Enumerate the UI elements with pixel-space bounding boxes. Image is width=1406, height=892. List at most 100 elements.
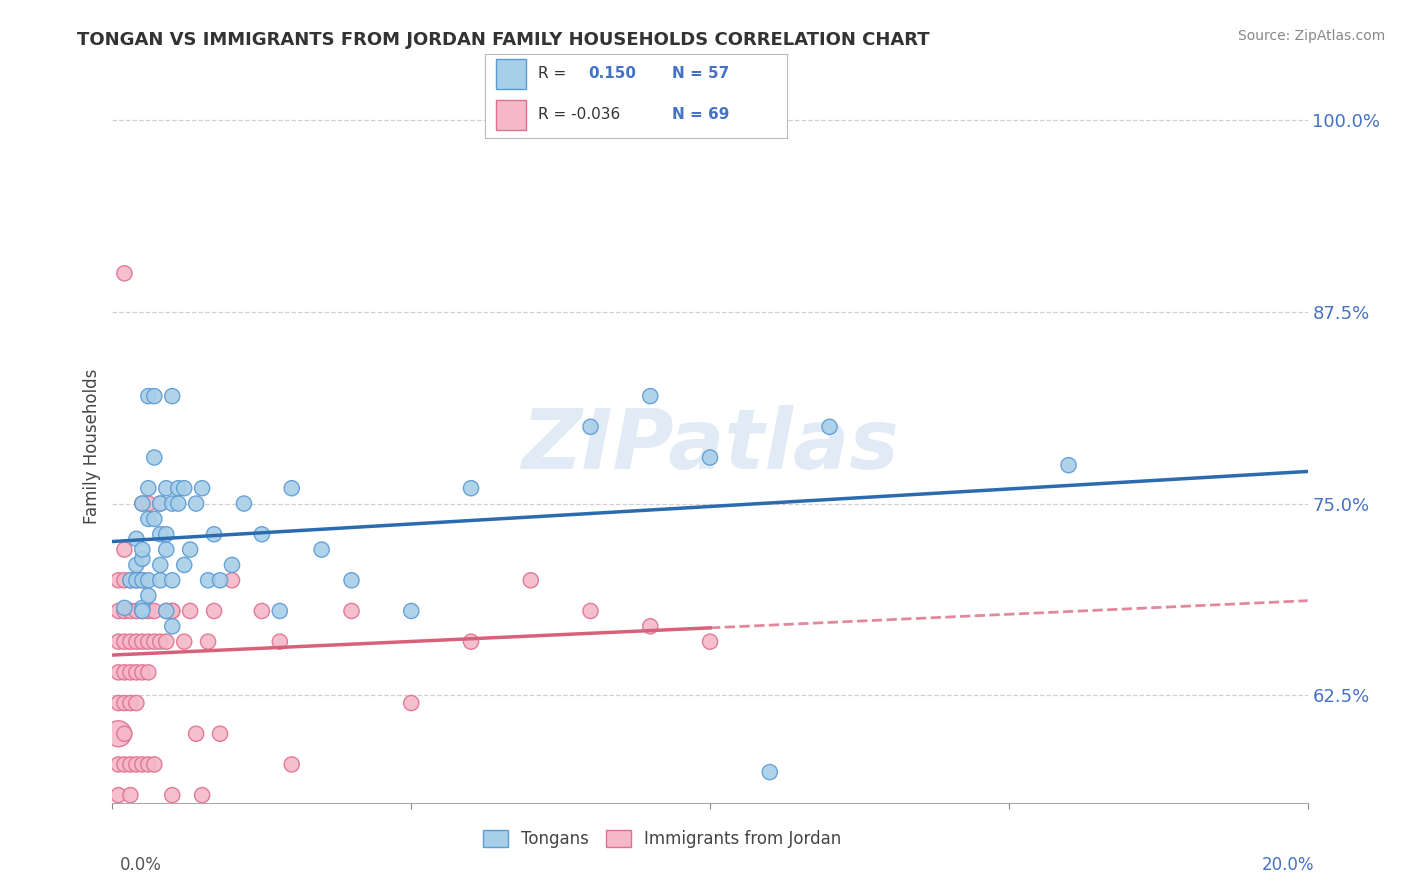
Point <box>250 527 273 541</box>
Point <box>162 574 183 588</box>
Point <box>114 665 135 680</box>
Point <box>143 757 166 772</box>
Point <box>125 604 148 618</box>
Point <box>162 619 183 633</box>
Text: ZIPatlas: ZIPatlas <box>522 406 898 486</box>
Point <box>138 497 160 511</box>
Point <box>186 727 208 741</box>
Text: 20.0%: 20.0% <box>1263 856 1315 874</box>
Point <box>120 634 142 648</box>
Point <box>120 757 142 772</box>
Point <box>125 532 148 546</box>
Point <box>640 389 662 403</box>
Point <box>699 450 721 465</box>
Point <box>114 634 135 648</box>
Point <box>125 634 148 648</box>
Point <box>114 757 135 772</box>
Point <box>149 497 172 511</box>
Point <box>114 727 135 741</box>
Point <box>138 665 160 680</box>
Point <box>131 542 153 557</box>
Point <box>120 788 142 802</box>
Text: N = 69: N = 69 <box>672 107 730 122</box>
Point <box>155 527 177 541</box>
Point <box>202 604 225 618</box>
Point <box>131 497 153 511</box>
Point <box>155 634 177 648</box>
Point <box>221 558 243 572</box>
Point <box>125 696 148 710</box>
Point <box>173 634 195 648</box>
Point <box>107 665 129 680</box>
Text: R =: R = <box>538 66 571 81</box>
Text: TONGAN VS IMMIGRANTS FROM JORDAN FAMILY HOUSEHOLDS CORRELATION CHART: TONGAN VS IMMIGRANTS FROM JORDAN FAMILY … <box>77 31 929 49</box>
Point <box>125 558 148 572</box>
Point <box>179 542 201 557</box>
Point <box>107 574 129 588</box>
Point <box>149 634 172 648</box>
Point <box>340 574 363 588</box>
Point <box>125 665 148 680</box>
Point <box>162 604 183 618</box>
Point <box>143 634 166 648</box>
Point <box>818 419 841 434</box>
Point <box>1057 458 1080 473</box>
FancyBboxPatch shape <box>496 100 526 130</box>
Point <box>311 542 333 557</box>
Point <box>162 604 183 618</box>
Point <box>125 574 148 588</box>
Point <box>250 604 273 618</box>
Point <box>155 604 177 618</box>
Point <box>143 450 166 465</box>
Point <box>460 481 482 495</box>
Point <box>579 419 602 434</box>
Point <box>173 481 195 495</box>
Point <box>162 788 183 802</box>
Point <box>209 727 232 741</box>
Point <box>640 619 662 633</box>
Point <box>114 266 135 280</box>
Point <box>340 604 363 618</box>
Point <box>155 604 177 618</box>
Point <box>131 497 153 511</box>
FancyBboxPatch shape <box>496 60 526 89</box>
Point <box>131 604 153 618</box>
Point <box>120 574 142 588</box>
Point <box>149 558 172 572</box>
Text: 0.150: 0.150 <box>588 66 636 81</box>
Point <box>699 634 721 648</box>
Point <box>131 604 153 618</box>
Point <box>149 497 172 511</box>
Point <box>179 604 201 618</box>
Legend: Tongans, Immigrants from Jordan: Tongans, Immigrants from Jordan <box>477 823 848 855</box>
Point <box>138 574 160 588</box>
Point <box>131 574 153 588</box>
Point <box>114 542 135 557</box>
Point <box>107 604 129 618</box>
Point <box>120 696 142 710</box>
Point <box>167 497 190 511</box>
Point <box>143 604 166 618</box>
Point <box>269 604 291 618</box>
Point <box>269 634 291 648</box>
Point <box>191 481 214 495</box>
Point <box>221 574 243 588</box>
Point <box>460 634 482 648</box>
Point <box>209 574 232 588</box>
Point <box>138 604 160 618</box>
Text: N = 57: N = 57 <box>672 66 730 81</box>
Point <box>131 665 153 680</box>
Point <box>401 696 423 710</box>
Point <box>191 788 214 802</box>
Point <box>138 389 160 403</box>
Point <box>107 757 129 772</box>
Point <box>197 634 219 648</box>
Point <box>138 589 160 603</box>
Point <box>149 527 172 541</box>
Point <box>131 634 153 648</box>
Point <box>107 727 129 741</box>
Point <box>138 512 160 526</box>
Point <box>143 389 166 403</box>
Point <box>107 788 129 802</box>
Point <box>162 389 183 403</box>
